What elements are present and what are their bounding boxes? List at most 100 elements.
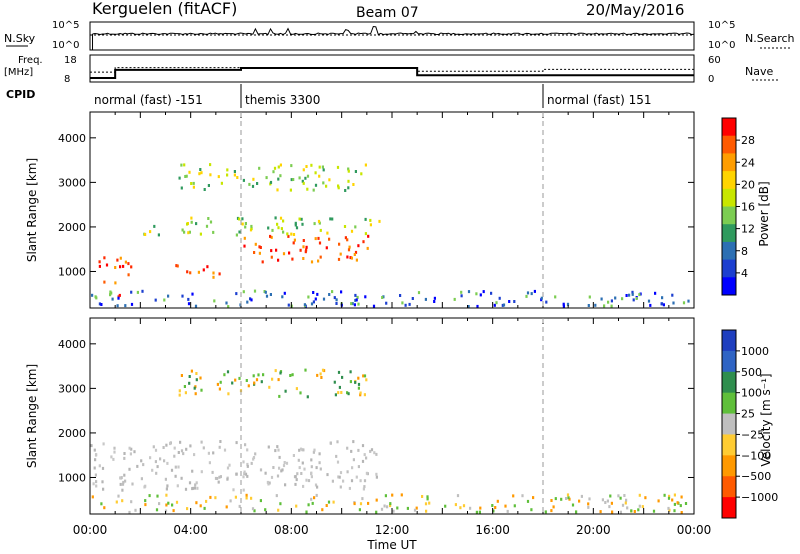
data-cell (195, 501, 198, 505)
data-cell (287, 303, 290, 307)
data-cell (178, 176, 181, 180)
data-cell (321, 508, 324, 512)
data-cell (609, 494, 612, 498)
colorbar-swatch (722, 153, 736, 172)
freq-line (90, 66, 694, 79)
data-cell (339, 485, 342, 489)
data-cell (238, 217, 241, 221)
data-cell (166, 484, 169, 488)
data-cell (310, 465, 313, 469)
data-cell (289, 188, 292, 192)
data-cell (353, 303, 356, 307)
data-cell (614, 296, 617, 300)
nave-tick-bottom: 0 (708, 74, 714, 85)
data-cell (91, 293, 94, 297)
data-cell (639, 292, 642, 296)
data-cell (310, 302, 314, 306)
data-cell (191, 487, 194, 491)
data-cell (94, 453, 98, 457)
data-cell (212, 275, 215, 279)
data-cell (244, 472, 248, 476)
data-cell (278, 466, 281, 470)
data-cell (277, 448, 280, 452)
data-cell (212, 230, 215, 234)
data-cell (378, 219, 381, 223)
data-cell (180, 163, 183, 167)
data-cell (633, 510, 636, 513)
data-cell (375, 475, 378, 479)
data-cell (279, 174, 282, 178)
data-cell (238, 504, 241, 508)
data-cell (307, 503, 310, 507)
data-cell (199, 376, 202, 380)
data-cell (253, 289, 257, 293)
data-cell (343, 225, 347, 228)
data-cell (373, 451, 376, 455)
data-cell (361, 497, 364, 501)
data-cell (647, 299, 651, 303)
data-cell (684, 502, 688, 505)
data-cell (252, 456, 256, 459)
power-colorbar: 28 24 20 16 12 8 4 (721, 117, 755, 296)
data-cell (155, 508, 159, 512)
data-cell (411, 297, 414, 300)
data-cell (195, 372, 198, 375)
data-cell (250, 496, 253, 500)
data-cell (191, 292, 194, 296)
data-cell (209, 220, 213, 224)
data-cell (357, 244, 360, 248)
data-cell (124, 479, 127, 483)
data-cell (346, 446, 349, 450)
data-cell (302, 484, 305, 488)
data-cell (679, 504, 682, 508)
data-cell (223, 448, 227, 452)
data-cell (113, 450, 116, 454)
data-cell (321, 165, 324, 169)
data-cell (329, 217, 332, 221)
data-cell (120, 476, 123, 480)
data-cell (607, 300, 610, 304)
data-cell (512, 494, 515, 498)
data-cell (313, 496, 316, 500)
data-cell (183, 230, 186, 234)
data-cell (587, 505, 590, 509)
data-cell (331, 217, 334, 221)
data-cell (467, 305, 470, 308)
data-cell (335, 302, 338, 305)
data-cell (311, 501, 314, 505)
data-cell (294, 475, 297, 479)
data-cell (318, 174, 321, 178)
data-cell (257, 373, 260, 377)
data-cell (277, 226, 280, 230)
data-cell (362, 374, 365, 378)
data-cell (310, 458, 313, 462)
cpid-segment-label: normal (fast) 151 (547, 93, 651, 107)
data-cell (206, 265, 209, 269)
data-cell (375, 498, 378, 502)
data-cell (265, 176, 268, 180)
data-cell (184, 175, 187, 178)
data-cell (130, 500, 133, 504)
data-cell (140, 459, 143, 463)
data-cell (180, 186, 183, 190)
data-cell (382, 295, 385, 299)
data-cell (103, 256, 106, 260)
data-cell (189, 444, 192, 448)
data-cell (270, 235, 273, 239)
data-cell (580, 494, 583, 498)
x-tick-label: 16:00 (475, 523, 510, 537)
data-cell (190, 182, 193, 185)
data-cell (269, 180, 273, 184)
data-cell (406, 506, 409, 510)
data-cell (319, 372, 322, 376)
colorbar-tick-label: 4 (741, 267, 748, 280)
data-cell (282, 252, 286, 256)
data-cell (304, 250, 307, 254)
data-cell (218, 445, 221, 449)
data-cell (181, 228, 184, 232)
data-cell (250, 298, 253, 302)
y-tick-label: 3000 (58, 382, 86, 395)
data-cell (212, 451, 215, 455)
data-cell (184, 391, 187, 395)
velocity-axes: 1000 2000 3000 4000 (58, 318, 695, 514)
